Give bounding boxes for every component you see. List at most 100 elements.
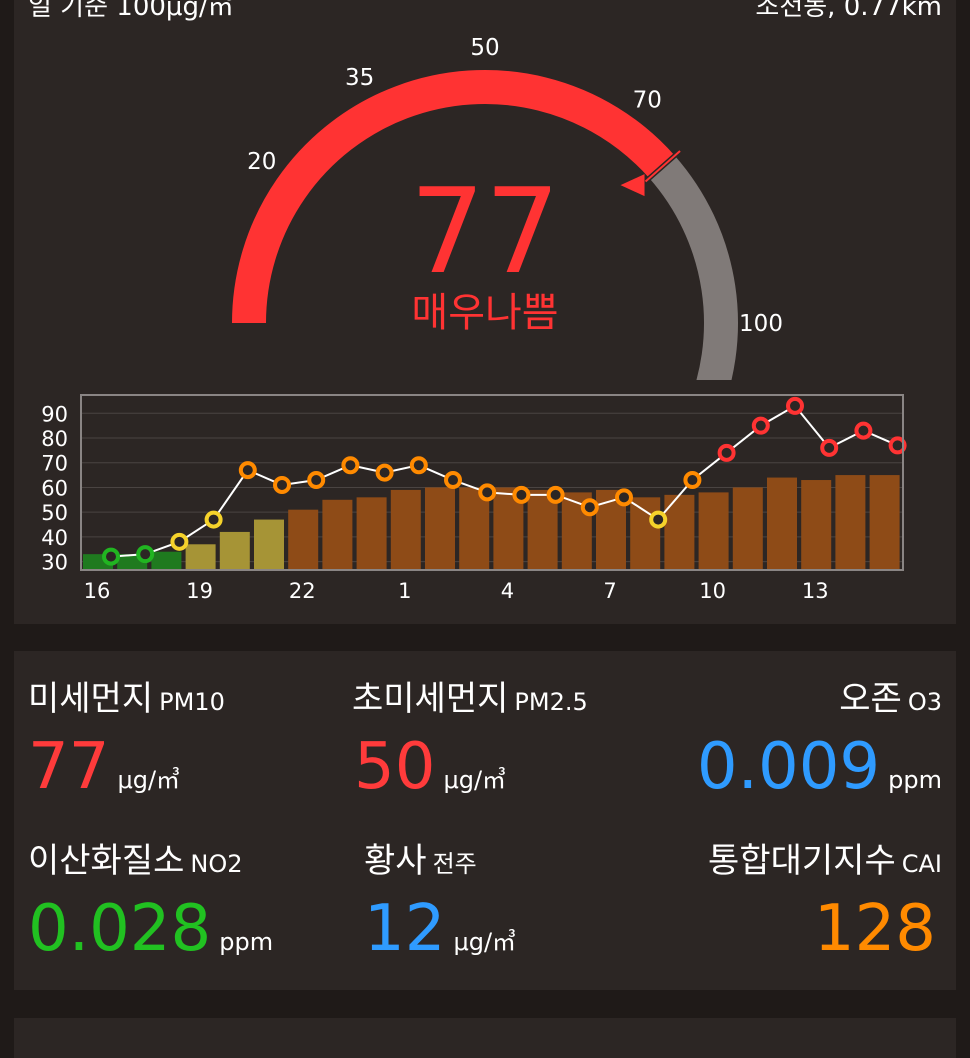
chart-point [204, 510, 223, 529]
metric-label-text: 이산화질소 [28, 841, 185, 881]
chart-point [136, 545, 155, 564]
chart-point [683, 471, 702, 490]
chart-bar [390, 489, 421, 569]
chart-bar [767, 477, 797, 569]
y-tick-label: 40 [41, 526, 68, 550]
chart-point [444, 471, 462, 490]
chart-point [717, 443, 736, 462]
metric-number: 128 [813, 892, 936, 966]
x-tick-label: 1 [398, 579, 411, 603]
header-standard-text: 일 기준 100μg/㎥ [28, 0, 234, 22]
metric-sub-text: CAI [901, 850, 942, 878]
y-tick-label: 60 [41, 476, 68, 500]
y-tick-label: 50 [41, 501, 68, 525]
gauge-tick-label: 20 [247, 149, 276, 175]
x-tick-label: 19 [186, 579, 213, 603]
metric-value-yellow-dust: 12 μg/㎥ [364, 897, 516, 961]
metric-number: 77 [28, 730, 110, 804]
chart-point [854, 421, 873, 440]
metric-label-text: 황사 [364, 841, 427, 881]
metric-number: 50 [354, 730, 436, 804]
x-tick-label: 4 [501, 579, 514, 603]
chart-bar [869, 475, 900, 569]
chart-bar [185, 544, 216, 569]
gauge-tick-label: 70 [633, 88, 662, 114]
next-card [14, 1018, 956, 1058]
y-tick-label: 80 [41, 427, 68, 451]
metric-label-pm10: 미세먼지 PM10 [28, 671, 225, 720]
chart-point [341, 456, 360, 475]
metric-value-pm25: 50 μg/㎥ [354, 735, 506, 799]
x-tick-label: 22 [289, 579, 316, 603]
pollutant-metrics-card: 미세먼지 PM10 77 μg/㎥ 초미세먼지 PM2.5 50 μg/㎥ 오존 O3 0… [14, 651, 956, 990]
metric-label-text: 초미세먼지 [352, 679, 509, 719]
y-tick-label: 30 [41, 551, 68, 575]
metric-label-cai: 통합대기지수 CAI [708, 833, 942, 882]
gauge-status: 매우나쁨 [411, 290, 558, 336]
y-tick-label: 90 [41, 402, 68, 426]
gauge-tick-label: 50 [470, 35, 499, 61]
chart-bar [151, 551, 182, 569]
metric-value-o3: 0.009 ppm [697, 735, 942, 799]
chart-bar [630, 497, 661, 569]
metric-label-text: 미세먼지 [28, 679, 154, 719]
metric-unit: ppm [219, 928, 274, 956]
gauge-fill [232, 70, 675, 324]
y-tick-label: 70 [41, 452, 68, 476]
metric-value-pm10: 77 μg/㎥ [28, 735, 180, 799]
chart-point [409, 456, 428, 475]
chart-bar [356, 497, 387, 569]
metric-label-text: 통합대기지수 [708, 841, 896, 881]
gauge-pointer-icon [620, 174, 645, 197]
metric-label-pm25: 초미세먼지 PM2.5 [352, 671, 588, 720]
chart-point [888, 436, 907, 455]
chart-bar [425, 487, 455, 569]
chart-point [786, 396, 804, 415]
metric-value-no2: 0.028 ppm [28, 897, 273, 961]
metric-label-yellow-dust: 황사 전주 [364, 833, 477, 882]
gauge-tick-label: 35 [345, 65, 374, 91]
metric-sub-text: 전주 [432, 850, 477, 878]
metric-value-cai: 128 [814, 897, 936, 961]
metric-number: 0.028 [28, 892, 212, 966]
x-tick-label: 16 [84, 579, 111, 603]
metric-number: 0.009 [696, 730, 881, 804]
gauge-tick-label: 100 [739, 311, 783, 337]
chart-point [615, 488, 633, 507]
chart-bar [732, 487, 763, 569]
metric-unit: μg/㎥ [453, 928, 517, 956]
chart-point [102, 547, 120, 566]
chart-point [512, 485, 531, 504]
gauge-value: 77 [410, 162, 560, 300]
metric-sub-text: NO2 [190, 850, 243, 878]
chart-point [820, 438, 839, 457]
chart-point [580, 498, 599, 517]
gauge-needle-core [644, 150, 681, 183]
metric-unit: μg/㎥ [443, 766, 507, 794]
x-tick-label: 10 [699, 579, 726, 603]
x-tick-label: 7 [603, 579, 616, 603]
metric-unit: μg/㎥ [117, 766, 181, 794]
metric-label-o3: 오존 O3 [839, 671, 942, 720]
x-tick-label: 13 [802, 579, 829, 603]
metric-sub-text: PM10 [159, 688, 225, 716]
pm10-gauge: 20 35 50 70 100 77 매우나쁨 [232, 35, 783, 380]
chart-bar [288, 509, 319, 569]
metric-unit: ppm [888, 766, 942, 794]
chart-bar [459, 487, 490, 569]
chart-point [170, 532, 189, 551]
chart-point [375, 463, 394, 482]
metric-sub-text: O3 [907, 688, 942, 716]
metric-label-text: 오존 [839, 679, 902, 719]
chart-point [751, 416, 770, 435]
chart-bar [254, 519, 284, 569]
chart-point [649, 510, 668, 529]
gauge-track [649, 155, 738, 380]
air-quality-card: 일 기준 100μg/㎥ 조천동, 0.77km 20 35 50 70 100 77 … [14, 0, 956, 624]
chart-point [307, 471, 326, 490]
chart-point [546, 485, 565, 504]
chart-bar [698, 492, 729, 569]
chart-point [238, 461, 257, 480]
chart-point [478, 483, 497, 502]
